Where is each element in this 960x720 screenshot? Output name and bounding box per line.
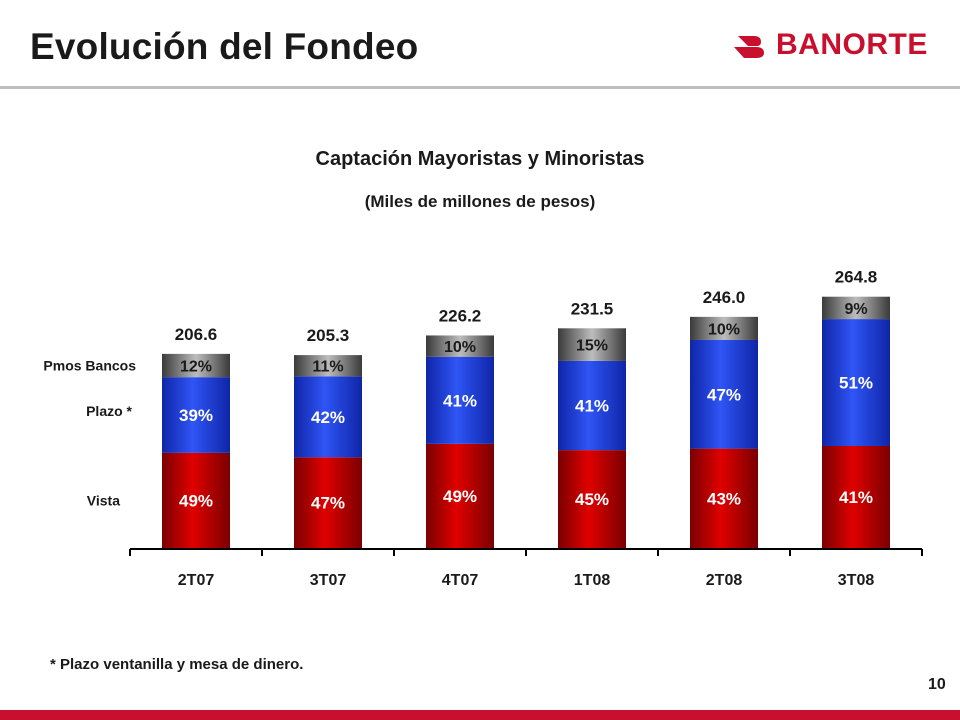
bar-segment-pmos-bancos: [426, 335, 494, 357]
segment-label: 15%: [576, 338, 608, 355]
bar-total-label: 206.6: [175, 325, 218, 344]
title-divider: [0, 86, 960, 89]
stacked-bar-chart: Vista Plazo * Pmos Bancos 49% 39% 12% 206.6 47…: [43, 268, 923, 589]
bar-group: 47% 42% 11% 205.3: [294, 326, 362, 548]
bar-segment-plazo: [426, 356, 494, 444]
x-tick-label: 1T08: [574, 572, 611, 589]
bar-total-label: 264.8: [835, 268, 878, 287]
segment-label: 41%: [839, 488, 873, 507]
bar-segment-plazo: [690, 339, 758, 449]
x-tick-label: 4T07: [442, 572, 479, 589]
bar-segment-plazo: [294, 376, 362, 458]
segment-label: 39%: [179, 406, 213, 425]
segment-label: 43%: [707, 489, 741, 508]
bar-segment-pmos-bancos: [690, 316, 758, 340]
bar-total-label: 231.5: [571, 299, 614, 318]
bar-total-label: 205.3: [307, 326, 350, 345]
bar-segment-pmos-bancos: [822, 296, 890, 320]
chart-subtitle: (Miles de millones de pesos): [364, 192, 596, 211]
bar-segment-plazo: [162, 377, 230, 453]
x-tick-label: 3T07: [310, 572, 347, 589]
bar-segment-vista: [558, 450, 626, 548]
bar-segment-pmos-bancos: [294, 355, 362, 377]
legend-label-vista: Vista: [87, 492, 120, 508]
bar-group: 41% 51% 9% 264.8: [822, 268, 890, 548]
segment-label: 41%: [443, 391, 477, 410]
bar-segment-vista: [822, 445, 890, 548]
bar-group: 49% 39% 12% 206.6: [162, 325, 230, 548]
bar-group: 45% 41% 15% 231.5: [558, 299, 626, 548]
bottom-brand-bar: [0, 710, 960, 720]
segment-label: 45%: [575, 490, 609, 509]
segment-label: 47%: [311, 494, 345, 513]
segment-label: 11%: [312, 359, 343, 376]
bar-group: 43% 47% 10% 246.0: [690, 288, 758, 548]
bar-segment-plazo: [558, 360, 626, 451]
bar-segment-vista: [690, 448, 758, 548]
segment-label: 10%: [444, 339, 476, 356]
bar-segment-pmos-bancos: [558, 328, 626, 361]
footnote: * Plazo ventanilla y mesa de dinero.: [50, 656, 304, 673]
x-tick-label: 3T08: [838, 572, 875, 589]
segment-label: 41%: [575, 397, 609, 416]
x-tick-label: 2T08: [706, 572, 743, 589]
segment-label: 49%: [179, 491, 213, 510]
banorte-logo-icon: [734, 36, 764, 58]
x-tick-label: 2T07: [178, 572, 215, 589]
bar-segment-vista: [426, 443, 494, 548]
segment-label: 47%: [707, 385, 741, 404]
segment-label: 49%: [443, 487, 477, 506]
bar-segment-vista: [294, 457, 362, 548]
bar-group: 49% 41% 10% 226.2: [426, 306, 494, 548]
segment-label: 10%: [708, 321, 740, 338]
bar-total-label: 226.2: [439, 306, 482, 325]
bar-segment-vista: [162, 452, 230, 548]
segment-label: 12%: [180, 359, 212, 376]
slide-title: Evolución del Fondeo: [30, 26, 419, 67]
chart-title: Captación Mayoristas y Minoristas: [315, 148, 645, 170]
segment-label: 42%: [311, 408, 345, 427]
bar-segment-plazo: [822, 319, 890, 446]
segment-label: 9%: [844, 301, 867, 318]
segment-label: 51%: [839, 374, 873, 393]
page-number: 10: [928, 676, 946, 693]
legend-label-pmos-bancos: Pmos Bancos: [43, 358, 136, 374]
brand-name: BANORTE: [776, 28, 928, 61]
banorte-logo: BANORTE: [734, 28, 928, 62]
legend-label-plazo: Plazo *: [86, 403, 132, 419]
bar-total-label: 246.0: [703, 288, 746, 307]
bar-segment-pmos-bancos: [162, 353, 230, 378]
